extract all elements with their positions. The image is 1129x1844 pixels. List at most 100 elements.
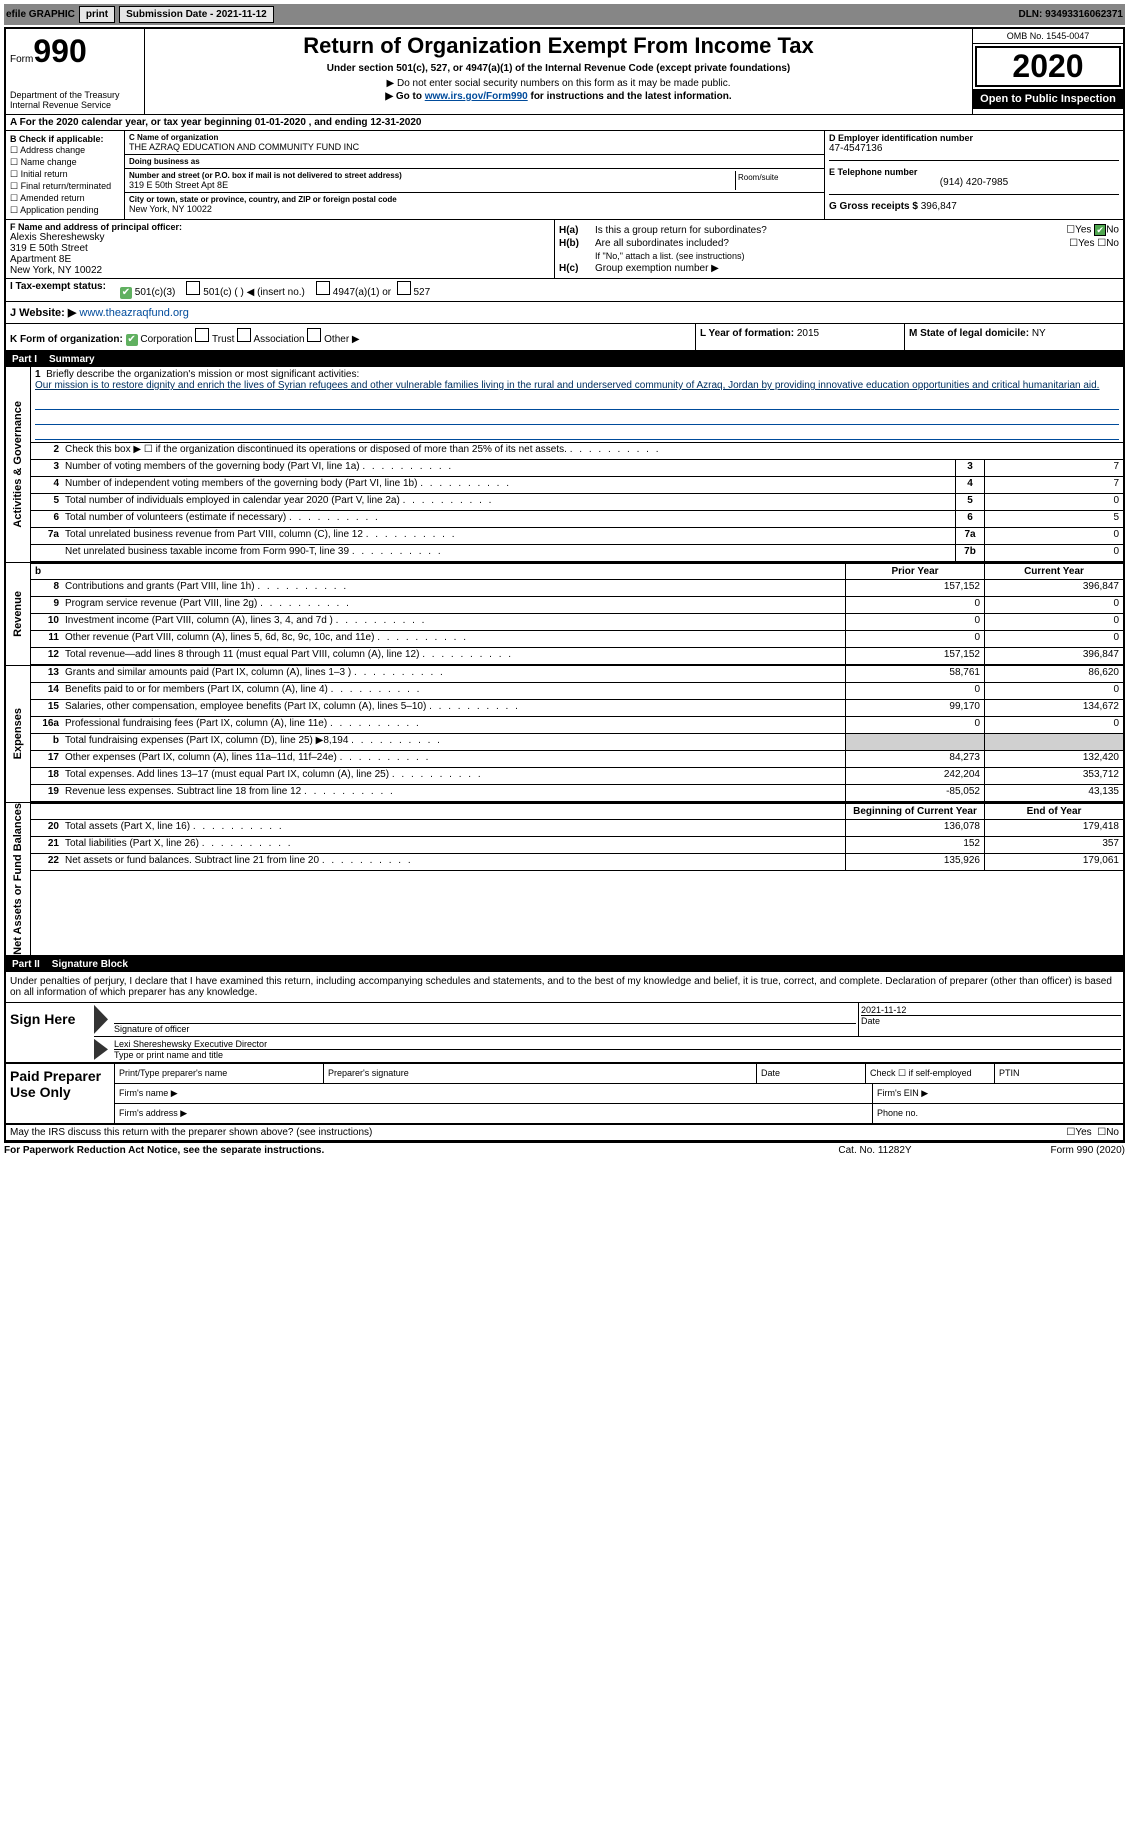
fin-line: 12Total revenue—add lines 8 through 11 (…: [31, 648, 1123, 665]
part2-header: Part II Signature Block: [6, 957, 1123, 972]
irs-link[interactable]: www.irs.gov/Form990: [425, 91, 528, 102]
net-assets-vtab: Net Assets or Fund Balances: [6, 803, 31, 955]
line-number: 15: [31, 700, 63, 716]
hb-yesno[interactable]: ☐Yes ☐No: [1069, 238, 1119, 249]
go-to-label: ▶ Go to: [385, 91, 424, 102]
pp-firm-addr: Firm's address ▶: [115, 1104, 873, 1123]
irs-discuss-yesno[interactable]: ☐Yes ☐No: [1066, 1127, 1119, 1138]
pp-self-employed[interactable]: Check ☐ if self-employed: [866, 1064, 995, 1083]
chk-name-change[interactable]: Name change: [10, 157, 120, 168]
mission-num: 1: [35, 369, 41, 380]
current-year-hdr: Current Year: [984, 564, 1123, 579]
line-number: 17: [31, 751, 63, 767]
fin-line: 18Total expenses. Add lines 13–17 (must …: [31, 768, 1123, 785]
line-text: Contributions and grants (Part VIII, lin…: [63, 580, 845, 596]
ha-yesno[interactable]: ☐Yes ✔No: [1066, 224, 1119, 236]
chk-527[interactable]: [397, 281, 411, 295]
section-fh: F Name and address of principal officer:…: [6, 220, 1123, 279]
chk-corporation[interactable]: ✔: [126, 334, 138, 346]
line-text: Number of voting members of the governin…: [63, 460, 955, 476]
officer-signature-cell[interactable]: Signature of officer: [112, 1003, 858, 1036]
ein-label: D Employer identification number: [829, 133, 1119, 143]
chk-final-return[interactable]: Final return/terminated: [10, 181, 120, 192]
tel-value: (914) 420-7985: [829, 177, 1119, 188]
current-year-value: 0: [984, 631, 1123, 647]
officer-line-3: New York, NY 10022: [10, 265, 550, 276]
chk-501c[interactable]: [186, 281, 200, 295]
fin-line: 14Benefits paid to or for members (Part …: [31, 683, 1123, 700]
chk-4947[interactable]: [316, 281, 330, 295]
prior-year-value: 152: [845, 837, 984, 853]
mission-label: Briefly describe the organization's miss…: [46, 369, 359, 380]
pp-date-label: Date: [757, 1064, 866, 1083]
website-link[interactable]: www.theazraqfund.org: [79, 307, 188, 319]
gov-line: 6Total number of volunteers (estimate if…: [31, 511, 1123, 528]
line-number: 19: [31, 785, 63, 801]
current-year-value: [984, 734, 1123, 750]
city-label: City or town, state or province, country…: [129, 195, 820, 204]
line-text: Total fundraising expenses (Part IX, col…: [63, 734, 845, 750]
current-year-value: 0: [984, 683, 1123, 699]
prior-year-value: 0: [845, 614, 984, 630]
gross-label: G Gross receipts $: [829, 201, 918, 212]
line-text: Grants and similar amounts paid (Part IX…: [63, 666, 845, 682]
chk-other[interactable]: [307, 328, 321, 342]
form-header: Form990 Department of the Treasury Inter…: [6, 29, 1123, 115]
current-year-value: 0: [984, 597, 1123, 613]
line-number: 5: [31, 494, 63, 510]
gov-line: 4Number of independent voting members of…: [31, 477, 1123, 494]
pp-sig-label: Preparer's signature: [324, 1064, 757, 1083]
line-number: 18: [31, 768, 63, 784]
line-text: Total expenses. Add lines 13–17 (must eq…: [63, 768, 845, 784]
box-l: L Year of formation: 2015: [696, 324, 905, 350]
current-year-value: 353,712: [984, 768, 1123, 784]
fin-line: 13Grants and similar amounts paid (Part …: [31, 666, 1123, 683]
fin-line: 20Total assets (Part X, line 16) 136,078…: [31, 820, 1123, 837]
hc-tag: H(c): [559, 263, 595, 274]
mission-blank-lines: [35, 395, 1119, 440]
current-year-value: 0: [984, 717, 1123, 733]
dba-label: Doing business as: [129, 157, 820, 166]
current-year-value: 396,847: [984, 580, 1123, 596]
line-text: Benefits paid to or for members (Part IX…: [63, 683, 845, 699]
net-col-header: Beginning of Current Year End of Year: [31, 803, 1123, 820]
line-number: 22: [31, 854, 63, 870]
print-button[interactable]: print: [79, 6, 115, 23]
expenses-section: Expenses 13Grants and similar amounts pa…: [6, 666, 1123, 803]
revenue-section: Revenue b Prior Year Current Year 8Contr…: [6, 563, 1123, 666]
org-name: THE AZRAQ EDUCATION AND COMMUNITY FUND I…: [129, 142, 820, 152]
line-ref-box: 4: [955, 477, 984, 493]
paid-preparer-section: Paid Preparer Use Only Print/Type prepar…: [6, 1064, 1123, 1125]
chk-association[interactable]: [237, 328, 251, 342]
part2-label: Part II: [12, 959, 40, 970]
chk-application-pending[interactable]: Application pending: [10, 205, 120, 216]
prior-year-value: 99,170: [845, 700, 984, 716]
line-value: 0: [984, 494, 1123, 510]
line-text: Professional fundraising fees (Part IX, …: [63, 717, 845, 733]
chk-501c3[interactable]: ✔: [120, 287, 132, 299]
expenses-vtab: Expenses: [6, 666, 31, 802]
ein-value: 47-4547136: [829, 143, 1119, 154]
ha-text: Is this a group return for subordinates?: [595, 225, 1066, 236]
ssn-warning: ▶ Do not enter social security numbers o…: [149, 78, 968, 89]
header-middle: Return of Organization Exempt From Incom…: [145, 29, 972, 114]
line-number: 13: [31, 666, 63, 682]
officer-line-2: Apartment 8E: [10, 254, 550, 265]
irs-discuss-row: May the IRS discuss this return with the…: [6, 1125, 1123, 1141]
line-value: 5: [984, 511, 1123, 527]
chk-amended-return[interactable]: Amended return: [10, 193, 120, 204]
chk-trust[interactable]: [195, 328, 209, 342]
chk-initial-return[interactable]: Initial return: [10, 169, 120, 180]
form-subtitle: Under section 501(c), 527, or 4947(a)(1)…: [149, 63, 968, 74]
chk-address-change[interactable]: Address change: [10, 145, 120, 156]
org-name-label: C Name of organization: [129, 133, 820, 142]
line-text: Total assets (Part X, line 16): [63, 820, 845, 836]
governance-vtab: Activities & Governance: [6, 367, 31, 562]
line-number: 20: [31, 820, 63, 836]
prior-year-value: -85,052: [845, 785, 984, 801]
officer-line-0: Alexis Shereshewsky: [10, 232, 550, 243]
line-text: Revenue less expenses. Subtract line 18 …: [63, 785, 845, 801]
part1-header: Part I Summary: [6, 352, 1123, 367]
prior-year-value: [845, 734, 984, 750]
line-text: Net assets or fund balances. Subtract li…: [63, 854, 845, 870]
